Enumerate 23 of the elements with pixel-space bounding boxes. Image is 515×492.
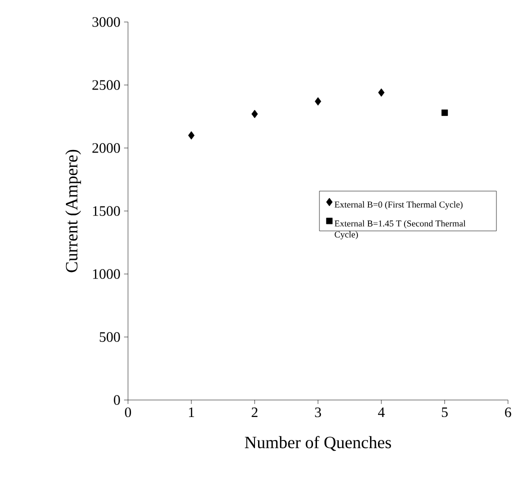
x-tick-label: 6: [505, 408, 512, 418]
y-tick-label: 2000: [92, 143, 120, 153]
x-axis-title: Number of Quenches: [244, 436, 392, 451]
legend-label: External B=0 (First Thermal Cycle): [334, 201, 463, 210]
x-tick-label: 0: [124, 408, 132, 418]
y-tick-label: 500: [100, 332, 120, 342]
y-tick-label: 1000: [93, 269, 120, 279]
point: [441, 110, 448, 116]
point: [251, 110, 258, 118]
x-tick-label: 5: [442, 408, 448, 418]
y-tick-label: 3000: [92, 17, 120, 27]
point: [188, 131, 195, 140]
y-tick-label: 0: [114, 395, 120, 405]
x-tick-label: 4: [378, 408, 385, 417]
y-tick-label: 1500: [93, 206, 120, 216]
point: [378, 88, 385, 97]
legend-label: External B=1.45 T (Second Thermal Cycle): [334, 220, 466, 240]
x-tick-label: 2: [252, 408, 258, 418]
x-tick-label: 3: [315, 408, 322, 418]
x-tick-label: 1: [189, 408, 194, 417]
y-tick-label: 2500: [92, 80, 120, 90]
y-axis-title: Current (Ampere): [65, 150, 81, 272]
point: [314, 97, 322, 106]
